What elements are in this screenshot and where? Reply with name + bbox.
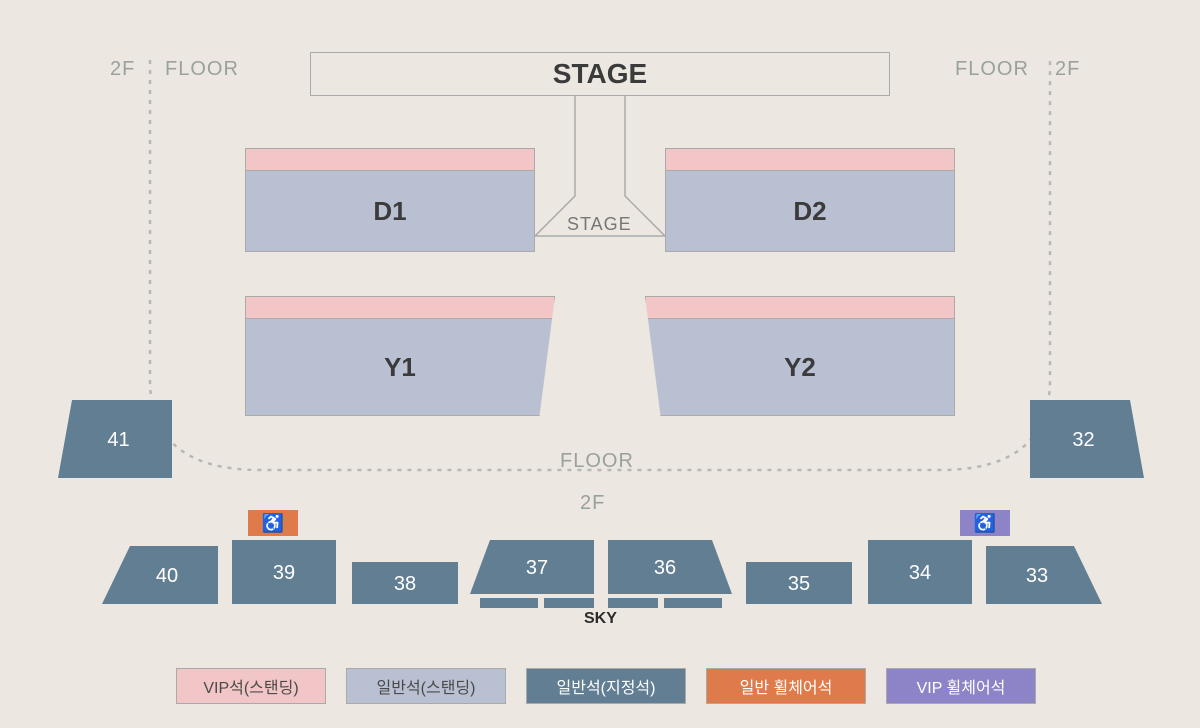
seat-label: 32 bbox=[1072, 429, 1094, 451]
seat-label: 34 bbox=[909, 562, 931, 584]
seat-label: 38 bbox=[394, 573, 416, 595]
legend-general_assigned: 일반석(지정석) bbox=[526, 668, 686, 704]
seat-label: 36 bbox=[654, 557, 676, 579]
legend-vip_wheelchair: VIP 휠체어석 bbox=[886, 668, 1036, 704]
sky-label: SKY bbox=[584, 610, 617, 628]
legend-general_standing: 일반석(스탠딩) bbox=[346, 668, 506, 704]
seat-label: 41 bbox=[107, 429, 129, 451]
perimeter-label: 2F bbox=[1055, 58, 1080, 81]
perimeter-label: FLOOR bbox=[955, 58, 1029, 81]
sky-section[interactable] bbox=[664, 598, 722, 608]
legend-general_wheelchair: 일반 휠체어석 bbox=[706, 668, 866, 704]
perimeter-label: FLOOR bbox=[165, 58, 239, 81]
sky-text: SKY bbox=[584, 610, 617, 627]
sky-section[interactable] bbox=[480, 598, 538, 608]
seat-label: 35 bbox=[788, 573, 810, 595]
seat-label: 33 bbox=[1026, 565, 1048, 587]
seat-label: 39 bbox=[273, 562, 295, 584]
seat-label: 37 bbox=[526, 557, 548, 579]
legend-vip_standing: VIP석(스탠딩) bbox=[176, 668, 326, 704]
seat-label: 40 bbox=[156, 565, 178, 587]
sky-section[interactable] bbox=[544, 598, 594, 608]
perimeter-label: 2F bbox=[110, 58, 135, 81]
sky-section[interactable] bbox=[608, 598, 658, 608]
